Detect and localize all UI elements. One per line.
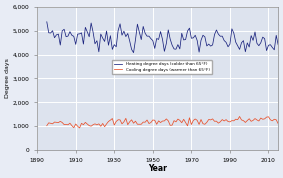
X-axis label: Year: Year [148, 164, 167, 173]
Heating degree days (colder than 65°F) [68, 31, 72, 33]
Heating degree days (colder than 65°F) [192, 37, 195, 39]
Cooling degree days (warmer than 65°F) [276, 122, 280, 125]
Cooling degree days (warmer than 65°F) [78, 127, 81, 129]
Heating degree days (colder than 65°F) [45, 21, 48, 23]
Legend: Heating degree days (colder than 65°F), Cooling degree days (warmer than 65°F): Heating degree days (colder than 65°F), … [112, 60, 212, 74]
Cooling degree days (warmer than 65°F) [145, 119, 149, 121]
Heating degree days (colder than 65°F) [145, 35, 149, 37]
Heating degree days (colder than 65°F) [203, 36, 207, 38]
Line: Cooling degree days (warmer than 65°F): Cooling degree days (warmer than 65°F) [47, 116, 278, 128]
Heating degree days (colder than 65°F) [99, 33, 102, 35]
Heating degree days (colder than 65°F) [276, 44, 280, 46]
Line: Heating degree days (colder than 65°F): Heating degree days (colder than 65°F) [47, 22, 278, 53]
Cooling degree days (warmer than 65°F) [101, 122, 104, 125]
Cooling degree days (warmer than 65°F) [265, 116, 268, 118]
Cooling degree days (warmer than 65°F) [192, 119, 195, 122]
Y-axis label: Degree days: Degree days [5, 59, 10, 98]
Heating degree days (colder than 65°F) [263, 38, 266, 40]
Cooling degree days (warmer than 65°F) [45, 125, 48, 127]
Heating degree days (colder than 65°F) [132, 52, 135, 54]
Cooling degree days (warmer than 65°F) [203, 123, 207, 125]
Cooling degree days (warmer than 65°F) [68, 122, 72, 124]
Cooling degree days (warmer than 65°F) [238, 115, 241, 117]
